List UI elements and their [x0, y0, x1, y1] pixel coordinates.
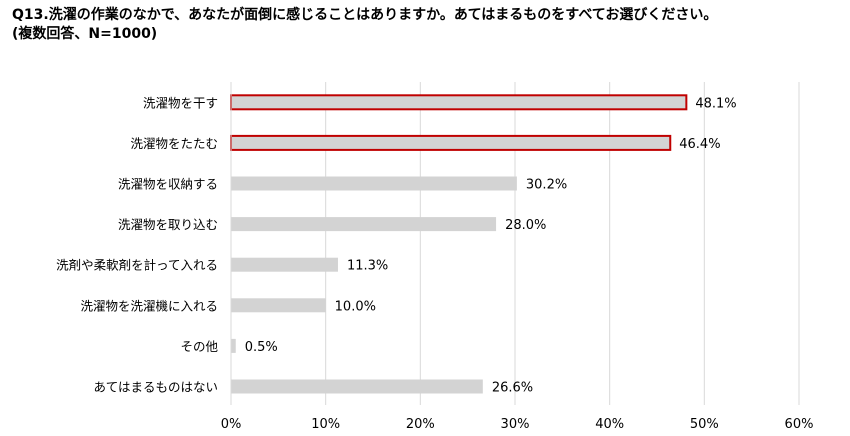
x-tick-label: 0%: [221, 417, 242, 432]
bar: [230, 134, 672, 151]
bar: [231, 257, 338, 272]
value-label: 28.0%: [505, 218, 546, 233]
bar: [230, 94, 688, 111]
x-tick-label: 30%: [501, 417, 530, 432]
chart-title: Q13.洗濯の作業のなかで、あなたが面倒に感じることはありますか。あてはまるもの…: [12, 6, 842, 44]
value-label: 30.2%: [526, 178, 567, 193]
value-label: 26.6%: [492, 381, 533, 396]
category-label: 洗濯物を洗濯機に入れる: [80, 298, 218, 313]
value-label: 48.1%: [695, 96, 736, 111]
category-label: その他: [180, 339, 218, 354]
x-tick-label: 20%: [406, 417, 435, 432]
category-label: 洗濯物を取り込む: [118, 217, 218, 232]
x-tick-label: 60%: [785, 417, 814, 432]
bar: [231, 379, 483, 394]
category-label: 洗剤や柔軟剤を計って入れる: [56, 258, 218, 273]
value-label: 10.0%: [335, 299, 376, 314]
bar: [231, 176, 517, 191]
value-label: 0.5%: [245, 340, 278, 355]
value-label: 46.4%: [679, 137, 720, 152]
category-label: あてはまるものはない: [93, 380, 218, 395]
bar: [231, 217, 497, 232]
category-label: 洗濯物を収納する: [118, 177, 218, 192]
value-label: 11.3%: [347, 259, 388, 274]
title-question: Q13.洗濯の作業のなかで、あなたが面倒に感じることはありますか。あてはまるもの…: [12, 7, 718, 23]
bar: [231, 298, 326, 313]
x-tick-label: 40%: [595, 417, 624, 432]
x-tick-label: 50%: [690, 417, 719, 432]
bar: [231, 338, 236, 353]
title-sample-note: (複数回答、N=1000): [12, 26, 158, 42]
category-label: 洗濯物を干す: [143, 95, 218, 110]
x-tick-label: 10%: [311, 417, 340, 432]
category-label: 洗濯物をたたむ: [130, 136, 218, 151]
